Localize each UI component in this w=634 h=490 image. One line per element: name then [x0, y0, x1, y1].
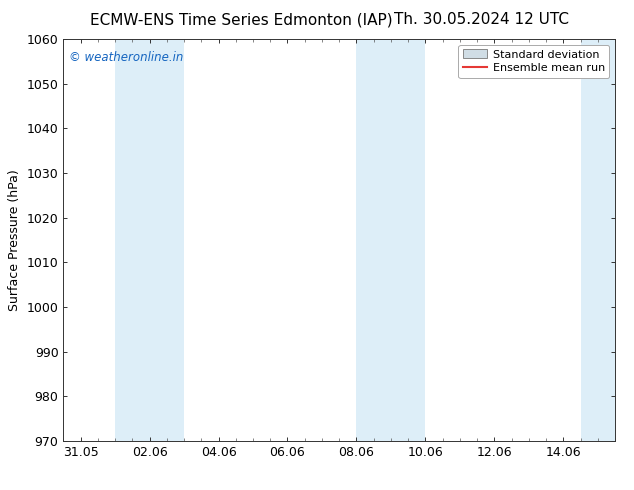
- Text: © weatheronline.in: © weatheronline.in: [69, 51, 183, 64]
- Text: ECMW-ENS Time Series Edmonton (IAP): ECMW-ENS Time Series Edmonton (IAP): [89, 12, 392, 27]
- Bar: [581, 39, 615, 441]
- Bar: [356, 39, 425, 441]
- Y-axis label: Surface Pressure (hPa): Surface Pressure (hPa): [8, 169, 21, 311]
- Text: Th. 30.05.2024 12 UTC: Th. 30.05.2024 12 UTC: [394, 12, 569, 27]
- Legend: Standard deviation, Ensemble mean run: Standard deviation, Ensemble mean run: [458, 45, 609, 78]
- Bar: [115, 39, 184, 441]
